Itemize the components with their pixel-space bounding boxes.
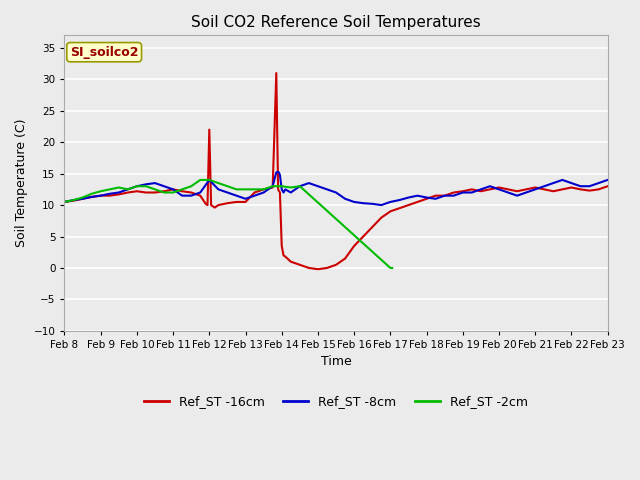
- Legend: Ref_ST -16cm, Ref_ST -8cm, Ref_ST -2cm: Ref_ST -16cm, Ref_ST -8cm, Ref_ST -2cm: [139, 390, 533, 413]
- X-axis label: Time: Time: [321, 355, 351, 369]
- Y-axis label: Soil Temperature (C): Soil Temperature (C): [15, 119, 28, 247]
- Text: SI_soilco2: SI_soilco2: [70, 46, 138, 59]
- Title: Soil CO2 Reference Soil Temperatures: Soil CO2 Reference Soil Temperatures: [191, 15, 481, 30]
